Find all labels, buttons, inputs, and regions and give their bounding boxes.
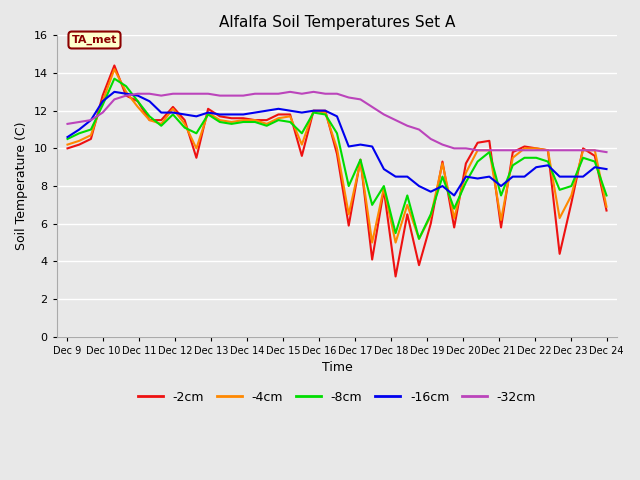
Title: Alfalfa Soil Temperatures Set A: Alfalfa Soil Temperatures Set A — [219, 15, 455, 30]
Legend: -2cm, -4cm, -8cm, -16cm, -32cm: -2cm, -4cm, -8cm, -16cm, -32cm — [133, 386, 541, 409]
Text: TA_met: TA_met — [72, 35, 117, 45]
Y-axis label: Soil Temperature (C): Soil Temperature (C) — [15, 122, 28, 250]
X-axis label: Time: Time — [322, 361, 353, 374]
